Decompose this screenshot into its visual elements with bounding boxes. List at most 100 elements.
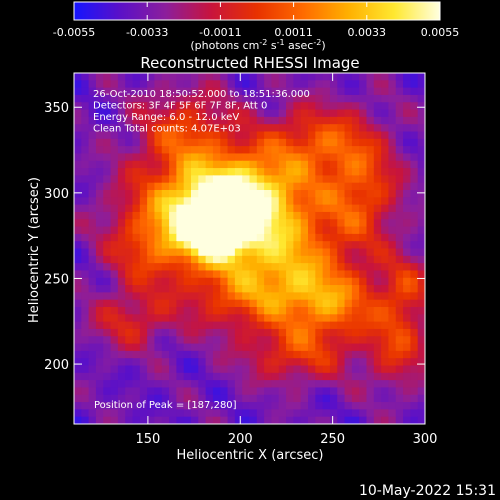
heatmap-cell bbox=[395, 131, 404, 140]
heatmap-cell bbox=[169, 307, 177, 315]
heatmap-cell bbox=[169, 270, 177, 279]
heatmap-cell bbox=[74, 190, 82, 198]
heatmap-cell bbox=[132, 321, 141, 330]
heatmap-cell bbox=[395, 307, 404, 315]
heatmap-cell bbox=[271, 160, 280, 169]
heatmap-cell bbox=[74, 131, 82, 140]
heatmap-cell bbox=[147, 168, 156, 176]
heatmap-cell bbox=[359, 219, 368, 228]
heatmap-cell bbox=[410, 307, 419, 315]
heatmap-cell bbox=[81, 350, 90, 359]
info-line: Detectors: 3F 4F 5F 6F 7F 8F, Att 0 bbox=[93, 101, 267, 112]
heatmap-cell bbox=[103, 307, 112, 315]
heatmap-cell bbox=[381, 372, 390, 381]
heatmap-cell bbox=[191, 350, 199, 359]
heatmap-cell bbox=[249, 365, 258, 374]
heatmap-cell bbox=[125, 87, 134, 96]
heatmap-cell bbox=[132, 102, 141, 111]
heatmap-cell bbox=[351, 219, 360, 228]
heatmap-cell bbox=[271, 190, 280, 198]
heatmap-cell bbox=[300, 197, 309, 206]
heatmap-cell bbox=[271, 343, 280, 352]
heatmap-cell bbox=[147, 285, 156, 293]
heatmap-cell bbox=[139, 153, 148, 162]
info-text: 26-Oct-2010 18:50:52.000 to 18:51:36.000… bbox=[93, 89, 310, 135]
heatmap-cell bbox=[373, 204, 382, 213]
heatmap-cell bbox=[103, 255, 112, 264]
heatmap-cell bbox=[176, 138, 185, 147]
heatmap-cell bbox=[88, 343, 97, 352]
heatmap-cell bbox=[271, 409, 280, 418]
heatmap-cell bbox=[388, 314, 397, 323]
heatmap-cell bbox=[110, 160, 119, 169]
heatmap-cell bbox=[81, 80, 90, 89]
heatmap-cell bbox=[249, 87, 258, 96]
heatmap-cell bbox=[315, 175, 324, 184]
heatmap-cell bbox=[95, 328, 104, 337]
heatmap-cell bbox=[315, 365, 324, 374]
heatmap-cell bbox=[322, 372, 331, 381]
heatmap-cell bbox=[388, 197, 397, 206]
heatmap-cell bbox=[161, 350, 170, 359]
heatmap-cell bbox=[403, 197, 411, 206]
heatmap-cell bbox=[95, 394, 104, 403]
heatmap-cell bbox=[337, 211, 346, 220]
heatmap-cell bbox=[293, 219, 302, 228]
heatmap-cell bbox=[198, 314, 207, 323]
heatmap-cell bbox=[337, 409, 346, 418]
heatmap-cell bbox=[191, 182, 199, 191]
heatmap-cell bbox=[410, 416, 419, 424]
heatmap-cell bbox=[125, 182, 134, 191]
heatmap-cell bbox=[161, 263, 170, 272]
heatmap-cell bbox=[74, 94, 82, 103]
heatmap-cell bbox=[110, 314, 119, 323]
heatmap-cell bbox=[183, 336, 192, 345]
heatmap-cell bbox=[417, 219, 425, 228]
heatmap-cell bbox=[147, 124, 156, 133]
heatmap-cell bbox=[154, 241, 163, 250]
heatmap-cell bbox=[110, 248, 119, 257]
heatmap-cell bbox=[403, 343, 411, 352]
heatmap-cell bbox=[88, 233, 97, 242]
heatmap-cell bbox=[234, 409, 243, 418]
heatmap-cell bbox=[242, 131, 251, 140]
heatmap-cell bbox=[417, 168, 425, 176]
heatmap-cell bbox=[322, 394, 331, 403]
heatmap-cell bbox=[351, 73, 360, 81]
heatmap-cell bbox=[308, 416, 316, 424]
heatmap-cell bbox=[95, 336, 104, 345]
heatmap-cell bbox=[95, 116, 104, 125]
heatmap-cell bbox=[139, 255, 148, 264]
heatmap-cell bbox=[198, 219, 207, 228]
heatmap-cell bbox=[403, 124, 411, 133]
heatmap-cell bbox=[351, 365, 360, 374]
heatmap-cell bbox=[351, 299, 360, 308]
heatmap-cell bbox=[271, 204, 280, 213]
x-tick-label: 300 bbox=[413, 432, 438, 447]
heatmap-cell bbox=[366, 343, 375, 352]
heatmap-cell bbox=[249, 182, 258, 191]
heatmap-cell bbox=[264, 365, 273, 374]
heatmap-cell bbox=[351, 292, 360, 301]
heatmap-cell bbox=[212, 182, 221, 191]
heatmap-cell bbox=[125, 292, 134, 301]
heatmap-cell bbox=[381, 211, 390, 220]
heatmap-cell bbox=[227, 116, 236, 125]
heatmap-cell bbox=[74, 211, 82, 220]
heatmap-cell bbox=[359, 270, 368, 279]
heatmap-cell bbox=[191, 160, 199, 169]
colorbar-unit-label: (photons cm-2 s-1 asec-2) bbox=[190, 38, 325, 52]
heatmap-cell bbox=[410, 380, 419, 389]
heatmap-cell bbox=[117, 204, 126, 213]
heatmap-cell bbox=[249, 255, 258, 264]
heatmap-cell bbox=[227, 124, 236, 133]
heatmap-cell bbox=[81, 255, 90, 264]
heatmap-cell bbox=[388, 365, 397, 374]
heatmap-cell bbox=[271, 87, 280, 96]
heatmap-cell bbox=[337, 197, 346, 206]
heatmap-cell bbox=[139, 248, 148, 257]
heatmap-cell bbox=[322, 138, 331, 147]
heatmap-cell bbox=[308, 255, 316, 264]
heatmap-cell bbox=[125, 336, 134, 345]
heatmap-cell bbox=[212, 109, 221, 118]
